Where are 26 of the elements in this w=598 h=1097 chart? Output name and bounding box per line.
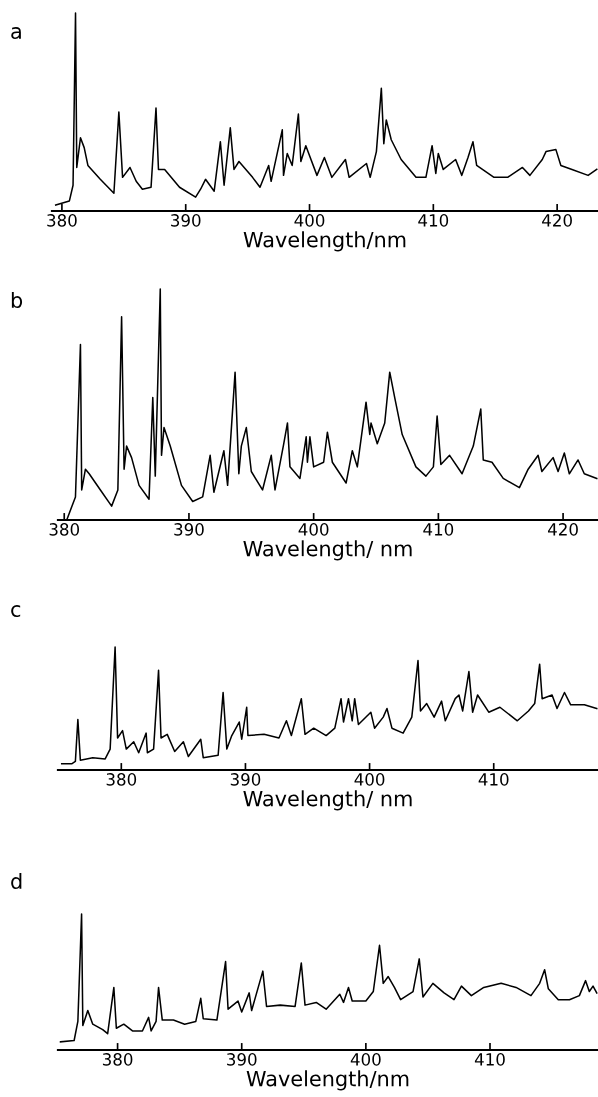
chart-title: d	[11, 872, 22, 890]
x-tick-label: 410	[474, 1053, 505, 1066]
x-tick-label: 400	[294, 214, 325, 227]
x-axis-title: Wavelength/ nm	[243, 790, 412, 811]
x-tick-label: 400	[350, 1053, 381, 1066]
x-tick-label: 380	[47, 214, 77, 227]
x-tick-label: 420	[542, 214, 572, 227]
x-tick-label: 400	[354, 773, 385, 786]
chart-title: c	[11, 605, 21, 618]
x-tick-label: 390	[230, 773, 261, 786]
x-tick-label: 390	[174, 523, 204, 536]
x-tick-label: 390	[227, 1053, 257, 1066]
x-tick-label: 410	[423, 523, 454, 536]
x-tick-label: 380	[102, 1053, 133, 1066]
x-axis-title: Wavelength/nm	[243, 231, 406, 252]
chart-title: a	[11, 27, 21, 40]
x-tick-label: 380	[106, 773, 137, 786]
x-tick-label: 390	[171, 214, 201, 227]
x-tick-label: 410	[418, 214, 449, 227]
x-tick-label: 410	[478, 773, 509, 786]
x-tick-label: 400	[298, 523, 329, 536]
chart-title: b	[11, 291, 23, 309]
x-tick-label: 420	[547, 523, 578, 536]
x-axis-title: Wavelength/ nm	[243, 540, 412, 561]
x-axis-title: Wavelength/nm	[246, 1070, 409, 1091]
x-tick-label: 380	[49, 523, 80, 536]
